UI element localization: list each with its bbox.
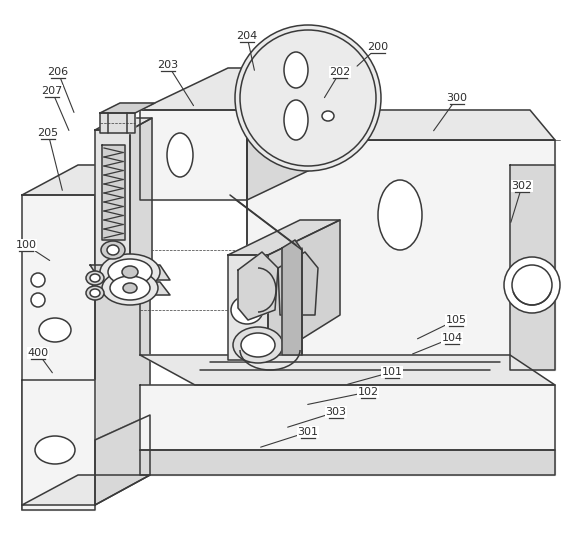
- Ellipse shape: [86, 271, 104, 285]
- Polygon shape: [228, 255, 268, 360]
- Polygon shape: [22, 195, 95, 510]
- Text: 203: 203: [158, 60, 179, 70]
- Ellipse shape: [39, 318, 71, 342]
- Ellipse shape: [512, 265, 552, 305]
- Ellipse shape: [504, 257, 560, 313]
- Ellipse shape: [110, 276, 150, 300]
- Ellipse shape: [107, 245, 119, 255]
- Ellipse shape: [31, 293, 45, 307]
- Polygon shape: [247, 140, 555, 370]
- Ellipse shape: [122, 266, 138, 278]
- Ellipse shape: [233, 327, 283, 363]
- Ellipse shape: [90, 274, 100, 282]
- Ellipse shape: [241, 333, 275, 357]
- Polygon shape: [510, 165, 555, 370]
- Polygon shape: [247, 110, 555, 140]
- Polygon shape: [95, 415, 150, 505]
- Polygon shape: [247, 68, 335, 200]
- Ellipse shape: [231, 296, 263, 324]
- Polygon shape: [100, 113, 135, 133]
- Polygon shape: [140, 450, 555, 475]
- Polygon shape: [90, 265, 170, 280]
- Text: 102: 102: [357, 387, 379, 397]
- Polygon shape: [130, 118, 152, 290]
- Polygon shape: [238, 252, 278, 320]
- Ellipse shape: [31, 273, 45, 287]
- Polygon shape: [140, 68, 335, 110]
- Ellipse shape: [378, 180, 422, 250]
- Text: 302: 302: [511, 181, 532, 191]
- Text: 204: 204: [236, 31, 257, 41]
- Polygon shape: [278, 252, 318, 315]
- Polygon shape: [22, 475, 150, 505]
- Polygon shape: [140, 385, 555, 450]
- Text: 300: 300: [446, 93, 468, 103]
- Text: 400: 400: [27, 348, 49, 358]
- Ellipse shape: [86, 286, 104, 300]
- Polygon shape: [100, 103, 155, 113]
- Polygon shape: [228, 220, 340, 255]
- Text: 100: 100: [15, 240, 36, 250]
- Ellipse shape: [35, 436, 75, 464]
- Ellipse shape: [90, 289, 100, 297]
- Text: 303: 303: [325, 407, 346, 417]
- Text: 200: 200: [367, 42, 388, 52]
- Text: 207: 207: [41, 86, 62, 96]
- Ellipse shape: [101, 241, 125, 259]
- Text: 205: 205: [37, 128, 58, 138]
- Polygon shape: [140, 110, 247, 200]
- Text: 104: 104: [442, 333, 463, 343]
- Polygon shape: [95, 130, 130, 290]
- Ellipse shape: [108, 259, 152, 285]
- Ellipse shape: [284, 100, 308, 140]
- Polygon shape: [22, 380, 95, 510]
- Text: 202: 202: [329, 67, 350, 77]
- Ellipse shape: [284, 52, 308, 88]
- Ellipse shape: [123, 283, 137, 293]
- Polygon shape: [268, 220, 340, 360]
- Polygon shape: [95, 118, 152, 130]
- Text: 301: 301: [298, 427, 319, 437]
- Polygon shape: [90, 282, 170, 295]
- Ellipse shape: [167, 133, 193, 177]
- Text: 105: 105: [446, 315, 467, 325]
- Ellipse shape: [100, 254, 160, 290]
- Ellipse shape: [102, 271, 158, 305]
- Ellipse shape: [235, 25, 381, 171]
- Polygon shape: [102, 145, 125, 240]
- Polygon shape: [282, 240, 302, 355]
- Text: 101: 101: [382, 367, 403, 377]
- Ellipse shape: [322, 111, 334, 121]
- Polygon shape: [22, 165, 150, 195]
- Text: 206: 206: [48, 67, 69, 77]
- Polygon shape: [95, 165, 150, 510]
- Polygon shape: [140, 355, 555, 385]
